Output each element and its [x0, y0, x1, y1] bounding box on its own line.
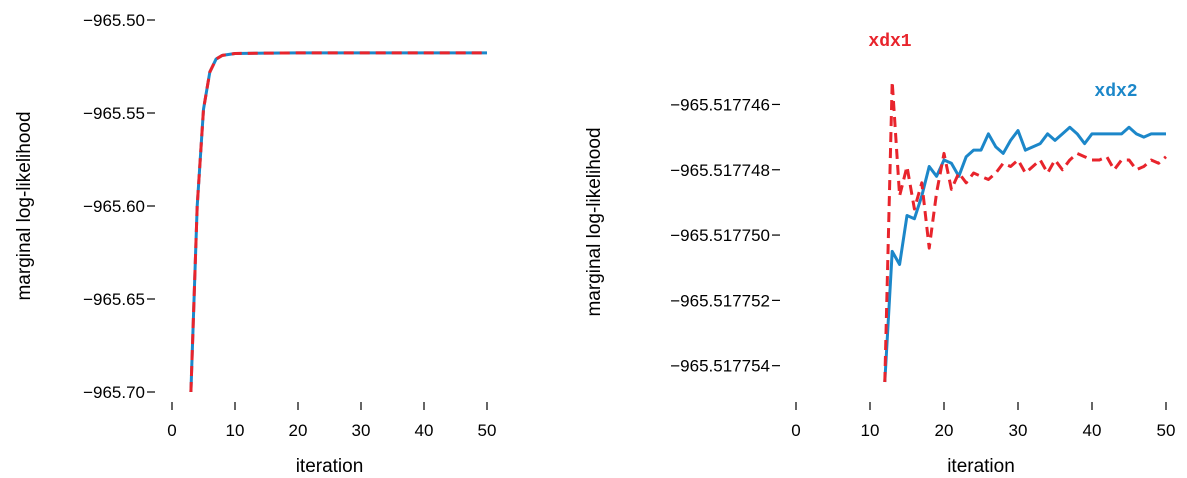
left-y-tick-label: −965.50 [83, 11, 145, 30]
right-x-tick-label: 20 [935, 421, 954, 440]
right-x-tick-label: 0 [791, 421, 800, 440]
right-x-axis-title: iteration [947, 456, 1015, 477]
right-y-tick-label: −965.517754 [670, 357, 770, 376]
right-series [883, 80, 1167, 383]
left-x-tick-label: 50 [478, 421, 497, 440]
series-label-xdx2: xdx2 [1094, 82, 1137, 102]
right-panel: −965.517754 −965.517752 −965.517750 −965.51… [584, 32, 1175, 477]
left-y-tick-label: −965.65 [83, 290, 145, 309]
left-x-ticks: 0 10 20 30 40 50 [167, 402, 496, 440]
left-x-tick-label: 10 [226, 421, 245, 440]
right-x-tick-label: 50 [1157, 421, 1176, 440]
left-series-xdx1-line [189, 51, 487, 393]
right-y-tick-label: −965.517752 [670, 291, 770, 310]
right-y-tick-label: −965.517746 [670, 95, 770, 114]
left-y-axis-title: marginal log-likelihood [14, 111, 35, 300]
left-panel: −965.70 −965.65 −965.60 −965.55 −965.50 0 10 2… [14, 11, 496, 477]
left-x-tick-label: 0 [167, 421, 176, 440]
left-series [189, 51, 487, 393]
right-x-tick-label: 10 [861, 421, 880, 440]
right-series-xdx2-line [883, 125, 1166, 383]
right-x-tick-label: 40 [1083, 421, 1102, 440]
right-y-ticks: −965.517754 −965.517752 −965.517750 −965.51… [670, 95, 780, 376]
left-x-tick-label: 20 [289, 421, 308, 440]
right-x-ticks: 0 10 20 30 40 50 [791, 402, 1175, 440]
right-y-tick-label: −965.517748 [670, 161, 770, 180]
series-label-xdx1: xdx1 [868, 32, 911, 52]
right-x-tick-label: 30 [1009, 421, 1028, 440]
left-y-ticks: −965.70 −965.65 −965.60 −965.55 −965.50 [83, 11, 155, 402]
left-y-tick-label: −965.70 [83, 383, 145, 402]
left-series-xdx2-line [189, 51, 487, 393]
left-y-tick-label: −965.55 [83, 104, 145, 123]
left-x-tick-label: 30 [352, 421, 371, 440]
left-x-tick-label: 40 [415, 421, 434, 440]
left-y-tick-label: −965.60 [83, 197, 145, 216]
right-series-xdx1-line [883, 80, 1167, 383]
right-y-tick-label: −965.517750 [670, 226, 770, 245]
right-y-axis-title: marginal log-likelihood [584, 127, 605, 316]
left-x-axis-title: iteration [296, 456, 364, 477]
